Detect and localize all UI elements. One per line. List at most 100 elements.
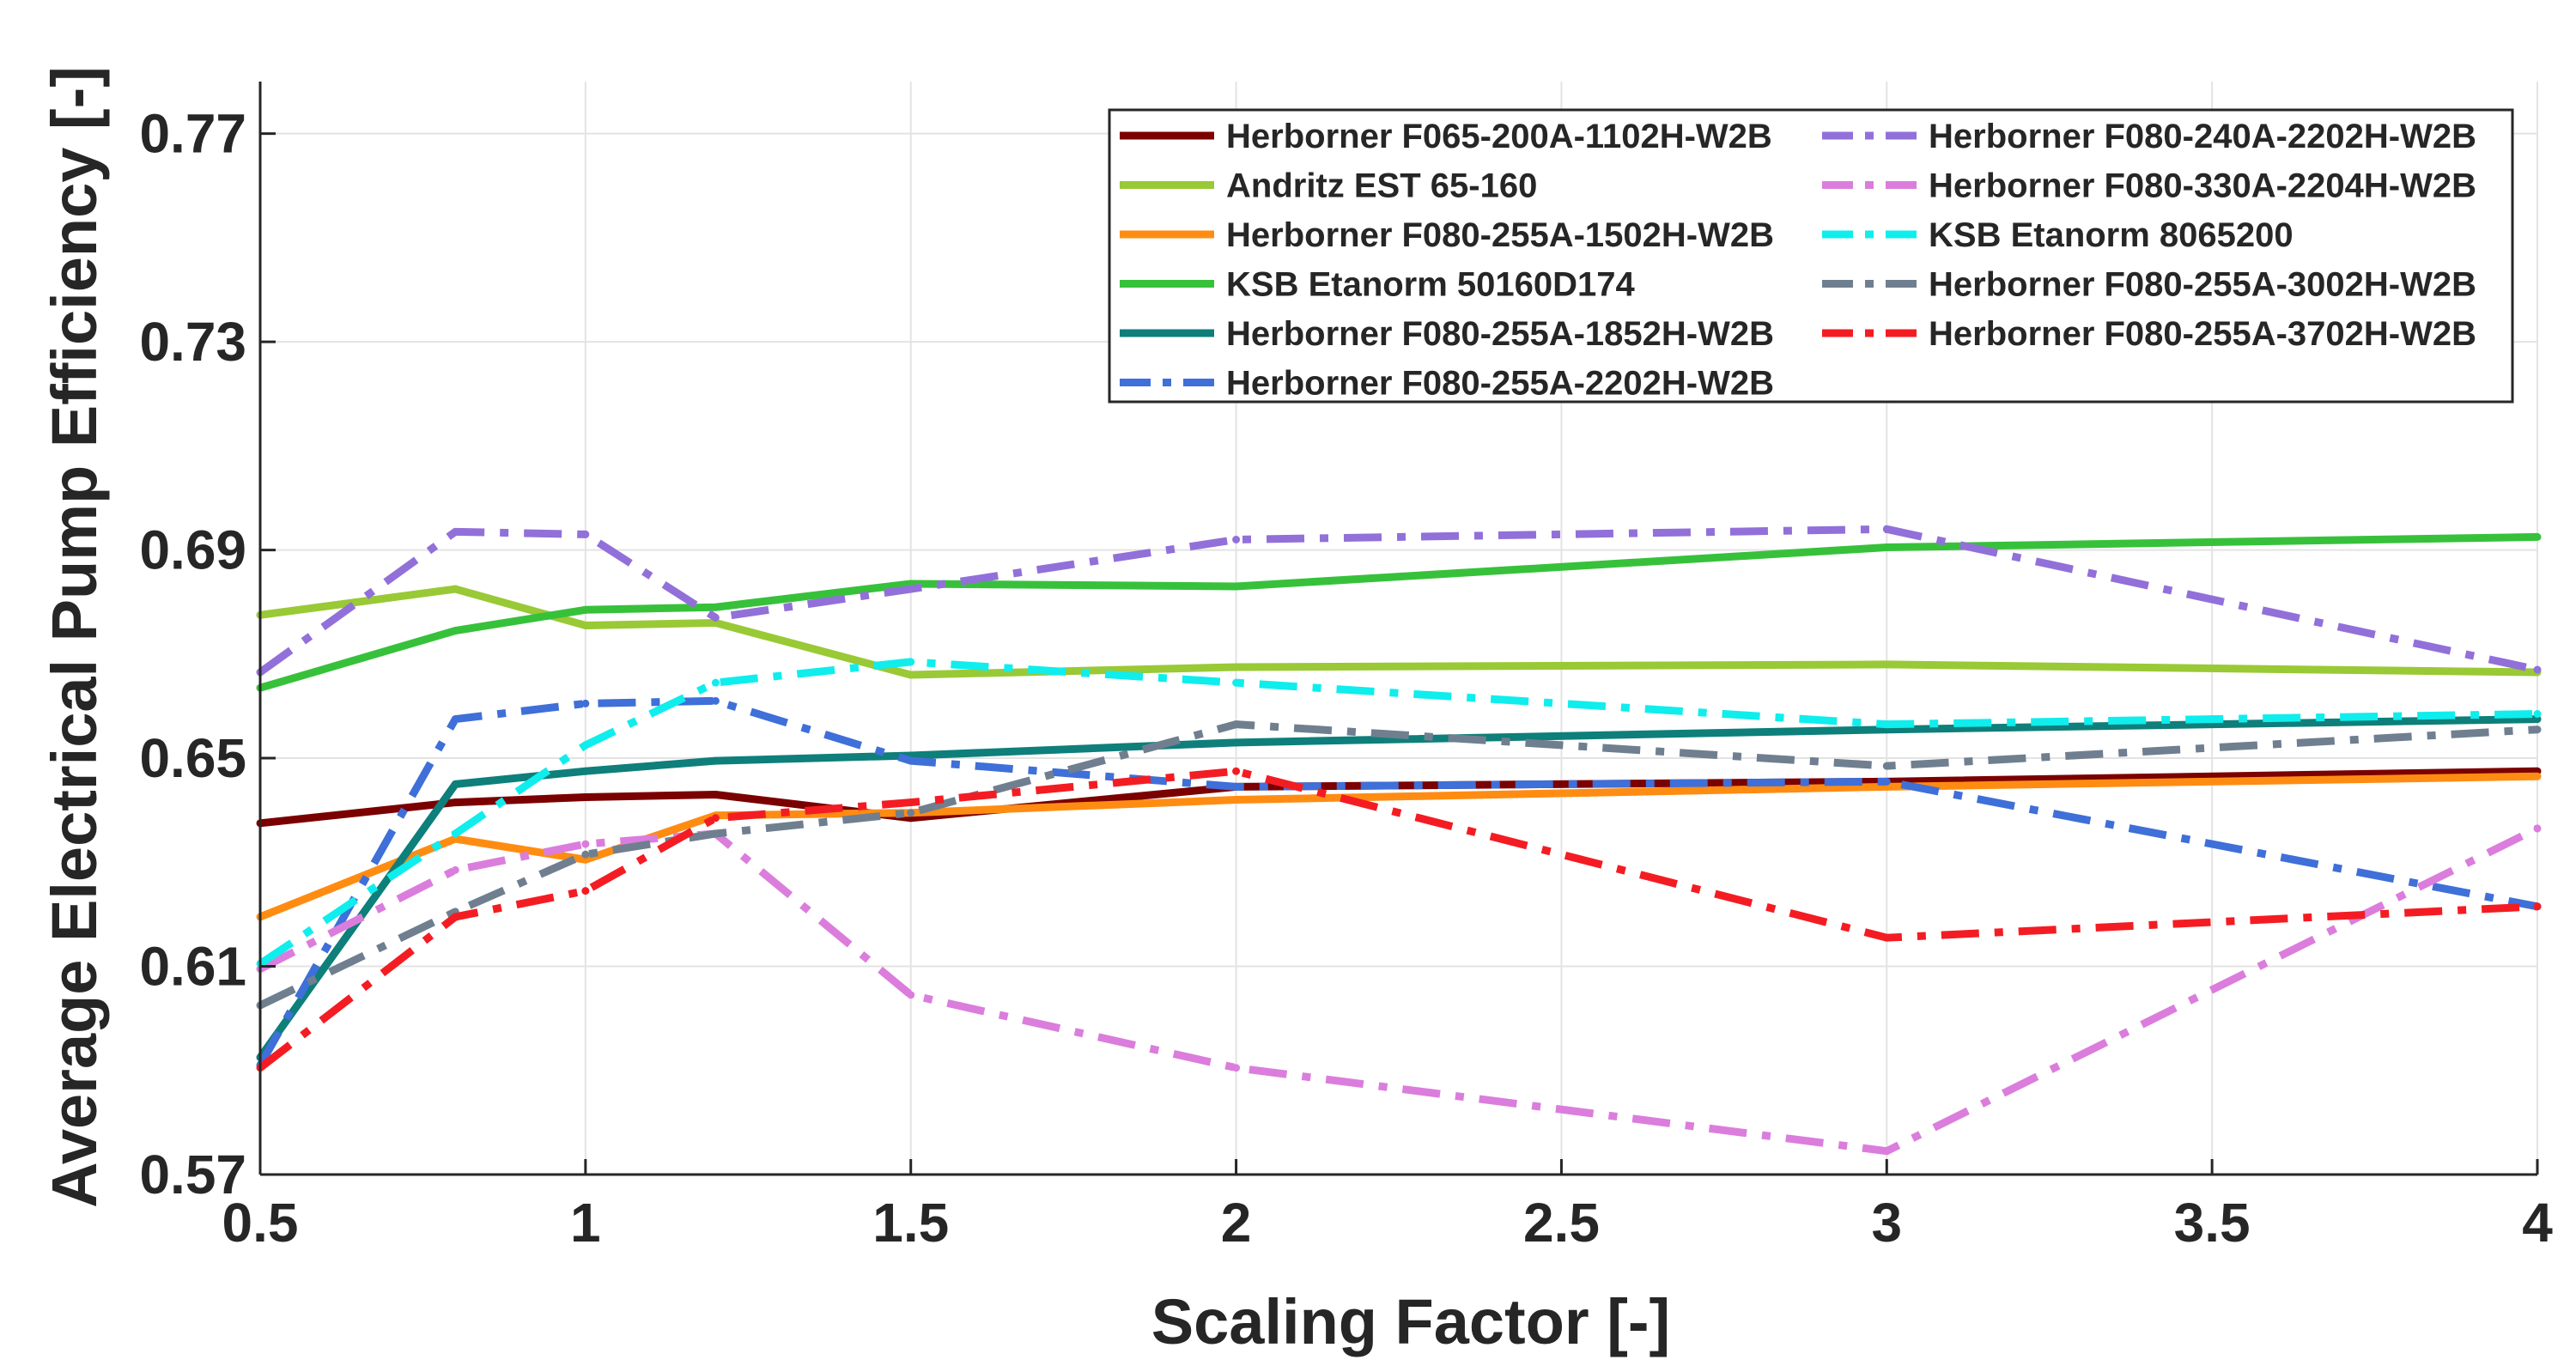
y-axis-ticks: 0.57 0.61 0.65 0.69 0.73 0.77	[139, 103, 276, 1205]
data-point	[1882, 933, 1891, 942]
series-line	[257, 715, 2538, 1060]
data-point	[711, 613, 720, 622]
data-point	[1232, 796, 1241, 804]
data-point	[2533, 665, 2542, 674]
data-point	[1882, 762, 1891, 770]
y-axis-label: Average Electrical Pump Efficiency [-]	[39, 66, 110, 1208]
data-point	[1232, 582, 1241, 591]
data-point	[907, 756, 915, 765]
data-point	[1882, 1147, 1891, 1156]
data-point	[1232, 720, 1241, 729]
data-point	[581, 793, 590, 802]
data-point	[907, 991, 915, 999]
legend-label: Herborner F080-255A-1852H-W2B	[1226, 315, 1774, 353]
x-tick-label: 2	[1221, 1192, 1252, 1254]
data-point	[711, 756, 720, 765]
data-point	[581, 767, 590, 775]
series-line	[258, 767, 2538, 1071]
data-point	[451, 527, 459, 536]
data-point	[581, 840, 590, 848]
x-axis-label: Scaling Factor [-]	[1151, 1286, 1670, 1357]
data-point	[711, 678, 720, 687]
data-point	[907, 671, 915, 679]
data-point	[451, 798, 459, 807]
x-tick-label: 3	[1871, 1192, 1902, 1254]
y-tick-label: 0.69	[139, 519, 246, 581]
series-line	[258, 532, 2538, 692]
x-tick-label: 1	[570, 1192, 601, 1254]
legend-label: Herborner F080-255A-3002H-W2B	[1929, 266, 2476, 304]
y-tick-label: 0.73	[139, 311, 246, 373]
data-point	[2533, 710, 2542, 719]
series-line	[258, 658, 2538, 968]
x-tick-label: 4	[2522, 1192, 2553, 1254]
data-point	[2533, 725, 2542, 734]
y-tick-label: 0.65	[139, 727, 246, 789]
data-point	[451, 627, 459, 635]
data-point	[451, 865, 459, 874]
data-point	[2533, 824, 2542, 833]
data-point	[711, 696, 720, 705]
data-point	[907, 809, 915, 817]
series-line	[258, 525, 2538, 676]
series-line	[258, 720, 2538, 1010]
series-line	[258, 824, 2539, 1156]
data-point	[1882, 777, 1891, 786]
data-point	[581, 530, 590, 538]
data-point	[1232, 663, 1241, 671]
data-point	[451, 715, 459, 724]
data-point	[581, 605, 590, 614]
legend-label: Herborner F080-330A-2204H-W2B	[1929, 167, 2476, 205]
series-layer	[256, 525, 2542, 1156]
series-line	[259, 585, 2538, 679]
legend-box	[1108, 108, 2514, 404]
data-point	[581, 621, 590, 629]
x-tick-label: 3.5	[2174, 1192, 2251, 1254]
data-point	[1232, 1064, 1241, 1072]
data-point	[1882, 543, 1891, 552]
x-tick-label: 1.5	[872, 1192, 949, 1254]
y-tick-label: 0.61	[139, 936, 246, 998]
legend: Herborner F065-200A-1102H-W2B Andritz EST…	[1108, 108, 2514, 404]
data-point	[451, 913, 459, 921]
x-axis-ticks: 0.5 1 1.5 2 2.5 3 3.5 4	[222, 1159, 2553, 1254]
data-point	[1232, 535, 1241, 543]
data-point	[581, 741, 590, 750]
x-tick-label: 0.5	[222, 1192, 299, 1254]
data-point	[2533, 532, 2542, 541]
y-tick-label: 0.77	[139, 103, 246, 165]
data-point	[1232, 738, 1241, 747]
series-line	[257, 696, 2538, 1067]
legend-label: KSB Etanorm 8065200	[1929, 216, 2293, 254]
legend-label: Herborner F080-255A-3702H-W2B	[1929, 315, 2476, 353]
data-point	[907, 798, 915, 807]
data-point	[581, 887, 590, 895]
data-point	[1232, 678, 1241, 687]
x-tick-label: 2.5	[1523, 1192, 1600, 1254]
data-point	[1232, 767, 1241, 775]
legend-label: Herborner F080-240A-2202H-W2B	[1929, 118, 2476, 155]
axes	[258, 82, 2537, 1176]
data-point	[451, 829, 459, 838]
data-point	[1882, 660, 1891, 669]
data-point	[2533, 902, 2542, 911]
data-point	[1882, 525, 1891, 533]
data-point	[711, 603, 720, 611]
data-point	[581, 850, 590, 859]
data-point	[1882, 720, 1891, 729]
data-point	[711, 829, 720, 838]
data-point	[907, 585, 915, 593]
legend-label: KSB Etanorm 50160D174	[1226, 266, 1636, 304]
data-point	[451, 780, 459, 788]
legend-label: Herborner F080-255A-1502H-W2B	[1226, 216, 1774, 254]
data-point	[451, 585, 459, 593]
legend-label: Andritz EST 65-160	[1226, 167, 1537, 205]
data-point	[907, 658, 915, 666]
legend-label: Herborner F080-255A-2202H-W2B	[1226, 365, 1774, 403]
data-point	[2533, 772, 2542, 780]
series-line	[258, 772, 2538, 921]
data-point	[1232, 782, 1241, 791]
data-point	[581, 699, 590, 707]
y-tick-label: 0.57	[139, 1144, 246, 1205]
